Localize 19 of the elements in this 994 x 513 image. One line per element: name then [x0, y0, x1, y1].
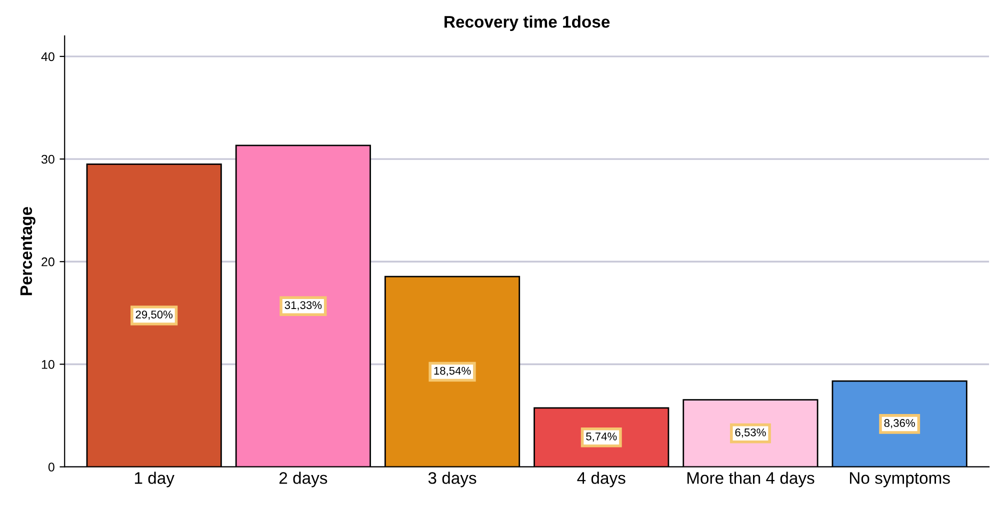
- data-label: 8,36%: [884, 419, 915, 428]
- y-tick-label: 10: [42, 360, 54, 369]
- x-tick-label: 3 days: [428, 472, 476, 488]
- data-label: 6,53%: [735, 428, 766, 438]
- chart-title: Recovery time 1dose: [444, 16, 610, 32]
- x-tick-label: No symptoms: [850, 472, 950, 488]
- y-tick-label: 20: [42, 257, 54, 266]
- y-tick-label: 40: [41, 52, 54, 62]
- x-tick-label: More than 4 days: [687, 472, 814, 488]
- data-label: 31,33%: [284, 301, 322, 310]
- x-tick-label: 4 days: [577, 472, 626, 488]
- y-axis-title: Percentage: [20, 207, 36, 296]
- x-tick-label: 2 days: [279, 472, 328, 488]
- x-tick-label: 1 day: [134, 472, 174, 488]
- data-label: 29,50%: [136, 310, 173, 320]
- y-tick-label: 30: [41, 154, 54, 164]
- y-tick-label: 0: [48, 462, 54, 472]
- data-label: 5,74%: [586, 432, 617, 442]
- data-label: 18,54%: [434, 366, 471, 376]
